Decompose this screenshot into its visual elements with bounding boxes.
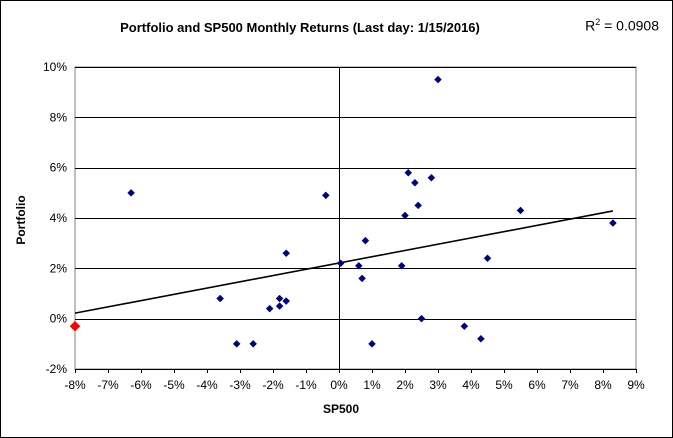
data-point <box>477 334 485 343</box>
y-tick-label: -2% <box>46 362 68 376</box>
data-point <box>127 188 135 197</box>
data-point <box>249 339 258 348</box>
r-squared-annotation: R2 = 0.0908 <box>585 17 659 34</box>
x-tick-label: -6% <box>130 378 152 392</box>
data-point <box>282 297 291 305</box>
data-point <box>516 206 525 215</box>
data-point <box>336 259 345 268</box>
x-tick-label: 6% <box>528 378 546 392</box>
x-tick-label: 5% <box>495 378 513 392</box>
y-tick-label: 2% <box>50 261 68 275</box>
data-point <box>216 294 225 303</box>
x-tick-label: 3% <box>429 378 447 392</box>
highlight-point <box>69 320 81 332</box>
x-tick-label: -5% <box>163 378 185 392</box>
data-point <box>414 201 423 210</box>
x-tick-label: 2% <box>396 378 414 392</box>
chart-title: Portfolio and SP500 Monthly Returns (Las… <box>120 20 480 35</box>
data-point <box>460 322 469 331</box>
x-tick-label: -1% <box>295 378 317 392</box>
data-point <box>411 178 419 187</box>
data-point <box>427 173 436 182</box>
y-tick-label: 0% <box>50 312 68 326</box>
y-tick-label: 10% <box>43 60 67 74</box>
x-tick-label: -2% <box>262 378 284 392</box>
x-tick-label: 0% <box>330 378 348 392</box>
data-point <box>354 261 363 270</box>
data-point <box>483 254 492 263</box>
x-tick-label: -8% <box>64 378 86 392</box>
x-tick-label: 8% <box>594 378 612 392</box>
data-point <box>321 191 330 200</box>
data-point <box>361 236 370 245</box>
data-point <box>282 249 291 258</box>
x-tick-label: 1% <box>363 378 381 392</box>
trendline <box>74 210 614 314</box>
r-squared-superscript: 2 <box>595 17 601 27</box>
r-squared-base: R <box>585 17 596 34</box>
x-tick-label: -4% <box>196 378 218 392</box>
data-point <box>275 294 284 303</box>
y-tick-label: 8% <box>50 110 68 124</box>
x-tick-label: 4% <box>462 378 480 392</box>
y-tick-label: 4% <box>50 211 68 225</box>
x-tick-label: 7% <box>561 378 579 392</box>
data-point <box>434 75 442 84</box>
y-tick-label: 6% <box>50 161 68 175</box>
r-squared-value: = 0.0908 <box>600 17 659 34</box>
data-point <box>404 168 413 177</box>
data-point <box>401 211 409 220</box>
data-point <box>358 274 366 283</box>
x-tick-label: -3% <box>229 378 251 392</box>
data-point <box>368 339 376 348</box>
x-tick-label: 9% <box>627 378 645 392</box>
data-point <box>417 314 426 323</box>
data-point <box>232 339 241 348</box>
data-point <box>397 261 406 270</box>
data-point <box>265 304 274 313</box>
x-axis-label: SP500 <box>322 402 360 416</box>
x-tick-label: -7% <box>97 378 119 392</box>
data-point <box>609 219 617 227</box>
data-point <box>275 302 284 310</box>
